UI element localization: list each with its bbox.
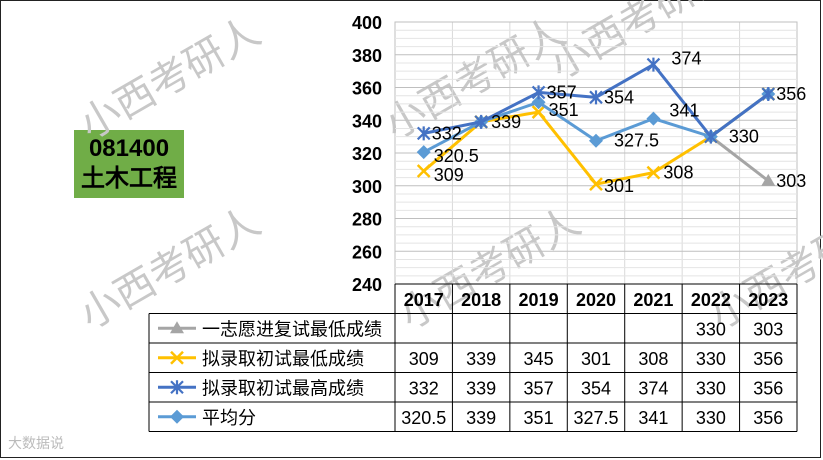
table-cell: 341 — [638, 408, 668, 428]
table-cell: 332 — [409, 378, 439, 398]
series-line — [709, 135, 770, 183]
watermark-text: 小西考研人 — [703, 200, 823, 338]
watermark-text: 小西考研人 — [393, 200, 588, 338]
table-cell: 339 — [466, 349, 496, 369]
series-3 — [416, 57, 776, 144]
y-tick-label: 320 — [352, 144, 382, 164]
table-cell: 357 — [524, 378, 554, 398]
x-tick-label: 2023 — [748, 290, 788, 310]
y-tick-label: 360 — [352, 79, 382, 99]
data-label: 308 — [663, 163, 693, 183]
y-tick-label: 400 — [352, 13, 382, 33]
data-label: 339 — [491, 112, 521, 132]
x-tick-label: 2019 — [519, 290, 559, 310]
major-code: 081400 — [88, 135, 170, 162]
data-point — [761, 173, 776, 186]
data-point — [589, 133, 603, 148]
data-point — [646, 165, 661, 180]
table-cell: 345 — [524, 349, 554, 369]
table-cell: 301 — [581, 349, 611, 369]
data-label: 309 — [434, 165, 464, 185]
legend-entry: 拟录取初试最低成绩 — [158, 349, 364, 369]
data-label: 332 — [432, 123, 462, 143]
legend-marker — [170, 380, 184, 395]
data-point — [531, 85, 546, 100]
data-label: 341 — [669, 101, 699, 121]
major-badge: 081400 土木工程 — [74, 130, 184, 198]
data-point — [531, 95, 546, 110]
table-cell: 327.5 — [573, 408, 618, 428]
data-point — [474, 114, 488, 129]
table-cell: 339 — [466, 378, 496, 398]
data-label: 356 — [776, 84, 806, 104]
major-name: 土木工程 — [81, 165, 177, 192]
data-point — [761, 87, 776, 102]
legend-marker — [170, 350, 184, 365]
legend-label: 一志愿进复试最低成绩 — [202, 319, 382, 339]
legend-entry: 平均分 — [158, 408, 256, 428]
data-point — [589, 177, 603, 191]
y-tick-label: 280 — [352, 210, 382, 230]
table-cell: 320.5 — [401, 408, 446, 428]
x-tick-label: 2022 — [691, 290, 731, 310]
data-point — [646, 111, 661, 126]
y-tick-label: 300 — [352, 177, 382, 197]
data-point — [416, 145, 431, 160]
table-cell: 330 — [696, 319, 726, 339]
watermark-text: 小西考研人 — [543, 0, 738, 88]
legend-label: 拟录取初试最低成绩 — [202, 349, 364, 369]
table-cell: 354 — [581, 378, 611, 398]
table-cell: 356 — [753, 349, 783, 369]
y-tick-label: 260 — [352, 242, 382, 262]
watermark-text: 小西考研人 — [73, 200, 268, 338]
x-tick-label: 2020 — [576, 290, 616, 310]
table-cell: 356 — [753, 378, 783, 398]
x-tick-label: 2017 — [404, 290, 444, 310]
data-point — [589, 90, 603, 105]
data-point — [416, 164, 431, 178]
data-label: 354 — [604, 87, 634, 107]
data-label: 301 — [604, 176, 634, 196]
x-tick-label: 2021 — [633, 290, 673, 310]
watermark-text: 小西考研人 — [73, 10, 268, 148]
data-label: 303 — [776, 171, 806, 191]
data-point — [416, 126, 431, 141]
table-cell: 308 — [638, 349, 668, 369]
table-cell: 351 — [524, 408, 554, 428]
legend-entry: 一志愿进复试最低成绩 — [158, 319, 382, 339]
data-point — [704, 129, 718, 144]
data-label: 357 — [547, 82, 577, 102]
data-label: 330 — [729, 127, 759, 147]
legend-entry: 拟录取初试最高成绩 — [158, 378, 364, 398]
x-tick-label: 2018 — [461, 290, 501, 310]
table-cell: 330 — [696, 378, 726, 398]
legend-label: 平均分 — [202, 408, 256, 428]
table-cell: 356 — [753, 408, 783, 428]
legend-label: 拟录取初试最高成绩 — [202, 378, 364, 398]
table-cell: 374 — [638, 378, 668, 398]
table-cell: 309 — [409, 349, 439, 369]
y-tick-label: 240 — [352, 275, 382, 295]
data-label: 374 — [671, 49, 701, 69]
table-cell: 303 — [753, 319, 783, 339]
legend-marker — [170, 321, 184, 334]
data-point — [531, 105, 546, 119]
legend-marker — [170, 409, 184, 424]
table-cell: 339 — [466, 408, 496, 428]
data-label: 327.5 — [614, 131, 659, 151]
data-label: 351 — [549, 100, 579, 120]
y-tick-label: 380 — [352, 46, 382, 66]
table-cell: 330 — [696, 349, 726, 369]
table-cell: 330 — [696, 408, 726, 428]
data-label: 320.5 — [434, 146, 479, 166]
footer-watermark: 大数据说 — [8, 435, 64, 451]
data-point — [646, 57, 661, 72]
y-tick-label: 340 — [352, 111, 382, 131]
